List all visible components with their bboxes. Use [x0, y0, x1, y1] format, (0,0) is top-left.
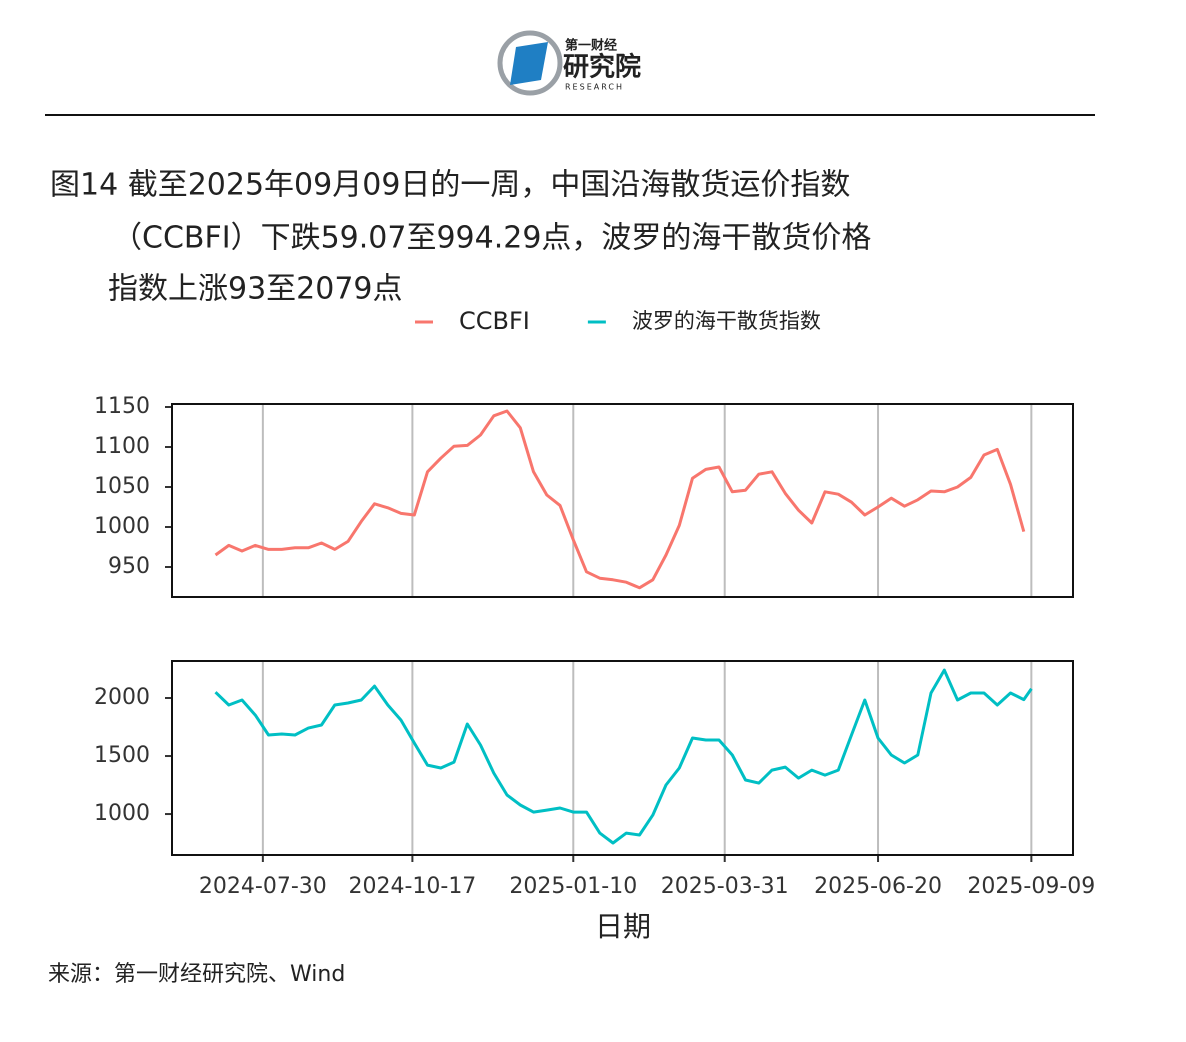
title-line: 指数上涨93至2079点 — [108, 272, 403, 307]
x-tick-label: 2025-03-31 — [661, 874, 789, 899]
legend-label: 波罗的海干散货指数 — [632, 309, 821, 333]
y-tick-label: 1100 — [94, 434, 150, 459]
logo-sub: RESEARCH — [565, 83, 624, 92]
logo-top: 第一财经 — [565, 38, 617, 54]
plots: 950 1000 1050 1100 1150 2024-07-30 2024-10-17 2… — [94, 394, 1095, 899]
x-tick-label: 2024-10-17 — [348, 874, 476, 899]
y-tick-label: 1150 — [94, 394, 150, 419]
plot-frame — [171, 403, 1074, 598]
legend-label: CCBFI — [459, 307, 530, 335]
y-tick-label: 2000 — [94, 685, 150, 710]
y-tick-label: 950 — [108, 554, 150, 579]
x-tick-label: 2025-09-09 — [967, 874, 1095, 899]
logo-ring — [497, 30, 563, 96]
y-tick-label: 1000 — [94, 801, 150, 826]
logo: 第一财经 研究院 RESEARCH — [497, 30, 641, 96]
y-tick-label: 1050 — [94, 474, 150, 499]
title-line: （CCBFI）下跌59.07至994.29点，波罗的海干散货价格 — [112, 221, 871, 256]
logo-mark — [510, 42, 548, 85]
x-axis-label: 日期 — [595, 910, 651, 943]
x-tick-label: 2025-06-20 — [814, 874, 942, 899]
title-line: 图14 截至2025年09月09日的一周，中国沿海散货运价指数 — [50, 168, 850, 203]
series-line — [214, 668, 1033, 845]
x-tick-label: 2025-01-10 — [509, 874, 637, 899]
legend: CCBFI 波罗的海干散货指数 — [415, 307, 821, 335]
y-tick-label: 1000 — [94, 514, 150, 539]
series-line — [214, 409, 1026, 590]
logo-main: 研究院 — [563, 52, 641, 83]
plot-frame — [171, 660, 1074, 856]
y-tick-label: 1500 — [94, 743, 150, 768]
x-tick-label: 2024-07-30 — [199, 874, 327, 899]
source: 来源：第一财经研究院、Wind — [48, 962, 345, 987]
